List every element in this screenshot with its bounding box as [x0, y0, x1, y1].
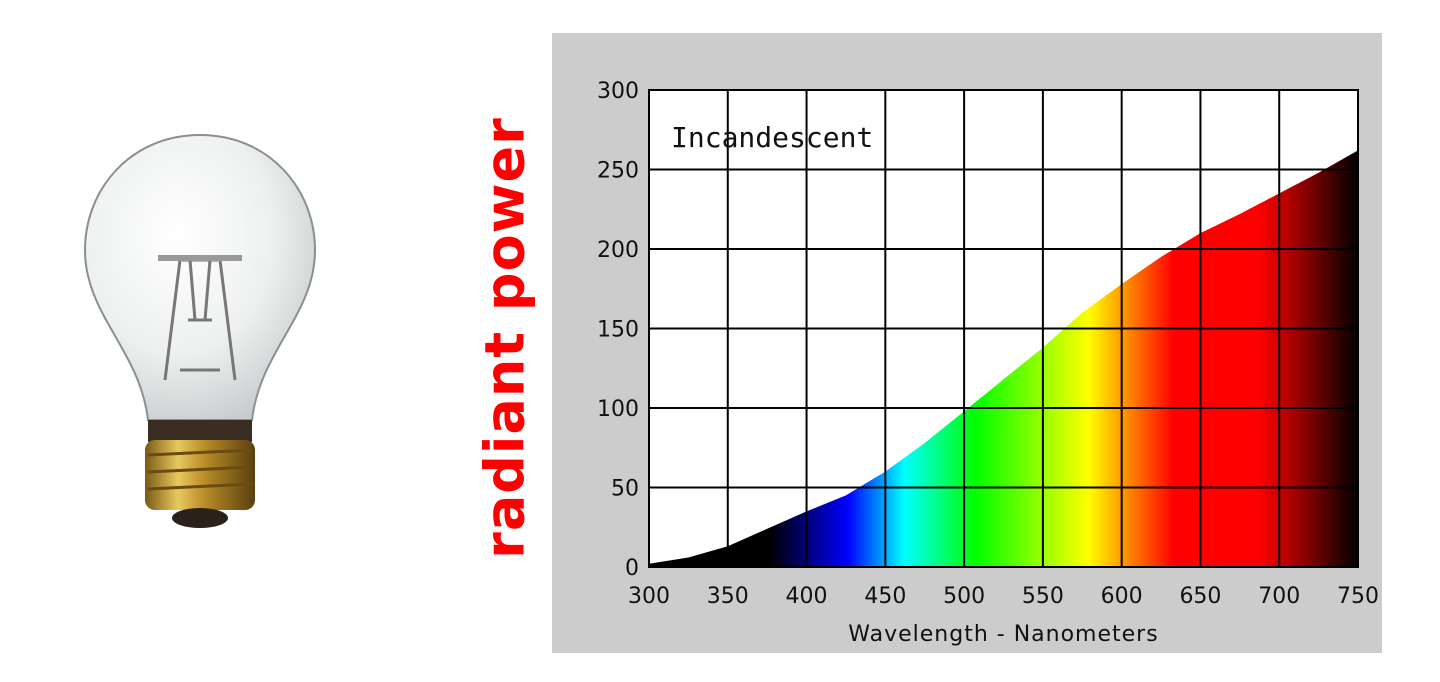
chart-panel: 300 350 400 450 500 550 600 650 700 750 0 50 100 150… [552, 33, 1382, 653]
x-tick-label-600: 600 [1101, 584, 1143, 609]
incandescent-annotation: Incandescent [671, 121, 873, 154]
y-tick-label-100: 100 [597, 397, 639, 422]
x-tick-label-550: 550 [1022, 584, 1064, 609]
y-tick-label-200: 200 [597, 238, 639, 263]
y-tick-label-0: 0 [625, 556, 639, 581]
y-tick-label-50: 50 [611, 477, 639, 502]
x-axis-title: Wavelength - Nanometers [848, 622, 1158, 647]
x-tick-label-700: 700 [1258, 584, 1300, 609]
x-tick-label-400: 400 [786, 584, 828, 609]
plot-frame [648, 89, 1359, 568]
x-tick-label-350: 350 [707, 584, 749, 609]
y-tick-label-150: 150 [597, 318, 639, 343]
y-tick-label-300: 300 [597, 79, 639, 104]
x-tick-label-300: 300 [628, 584, 670, 609]
x-tick-label-450: 450 [864, 584, 906, 609]
radiant-power-label: radiant power [473, 117, 537, 559]
spectrum-chart: 300 350 400 450 500 550 600 650 700 750 0 50 100 150… [597, 79, 1379, 647]
light-bulb-image [83, 133, 317, 528]
x-tick-label-500: 500 [943, 584, 985, 609]
x-tick-label-650: 650 [1179, 584, 1221, 609]
y-tick-label-250: 250 [597, 159, 639, 184]
spectral-power-area [649, 150, 1358, 567]
x-tick-label-750: 750 [1337, 584, 1379, 609]
